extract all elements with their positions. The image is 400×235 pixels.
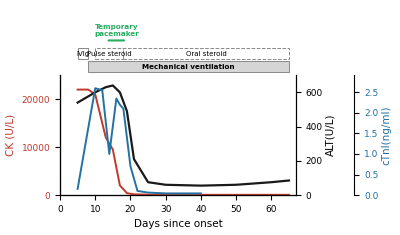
Bar	[78, 48, 88, 59]
X-axis label: Days since onset: Days since onset	[134, 219, 222, 229]
Y-axis label: ALT(U/L): ALT(U/L)	[326, 114, 336, 156]
Text: Oral steroid: Oral steroid	[186, 51, 226, 57]
Text: Temporary
pacemaker: Temporary pacemaker	[94, 24, 139, 37]
Y-axis label: cTnI(ng/ml): cTnI(ng/ml)	[381, 105, 391, 165]
Text: Mechanical ventilation: Mechanical ventilation	[142, 64, 235, 70]
Bar	[88, 61, 289, 72]
Text: Pulse steroid: Pulse steroid	[87, 51, 132, 57]
Bar	[124, 48, 289, 59]
Text: IVIg: IVIg	[76, 51, 90, 57]
Y-axis label: CK (U/L): CK (U/L)	[6, 114, 16, 156]
Bar	[95, 48, 124, 59]
